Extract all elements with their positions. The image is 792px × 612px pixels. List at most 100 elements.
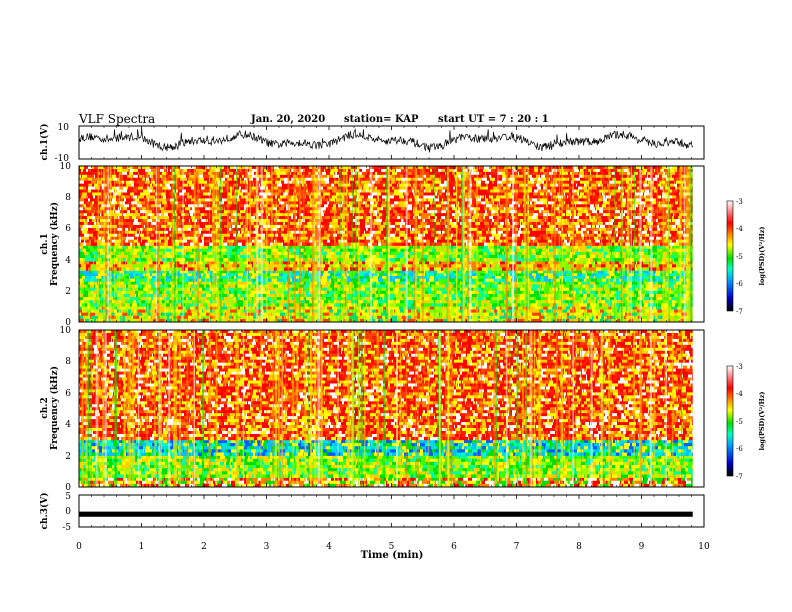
ch1-spectrogram-cell: [149, 285, 151, 288]
ch1-spectrogram-cell: [509, 313, 510, 316]
ch1-spectrogram-cell: [451, 306, 454, 309]
ch1-spectrogram-cell: [328, 261, 330, 264]
ch1-spectrogram-cell: [624, 303, 625, 306]
ch1-spectrogram-cell: [428, 310, 431, 313]
ch1-spectrogram-cell: [484, 246, 488, 249]
ch1-spectrogram-cell: [321, 281, 326, 284]
ch1-spectrogram-cell: [670, 271, 672, 274]
ch1-spectrogram-cell: [201, 276, 205, 279]
ch1-spectrogram-cell: [440, 285, 441, 288]
ch1-spectrogram-cell: [443, 264, 447, 267]
ch1-spectrogram-cell: [144, 249, 146, 252]
ch1-spectrogram-cell: [222, 246, 224, 249]
ch1-spectrogram-cell: [187, 310, 191, 313]
ch1-spectrogram-cell: [540, 249, 542, 252]
ch1-spectrogram-cell: [509, 294, 511, 297]
ch1-spectrogram-cell: [474, 264, 476, 267]
ch1-spectrogram-image: [79, 166, 704, 322]
ch1-spectrogram-cell: [151, 252, 154, 255]
ch1-spectrogram-cell: [483, 276, 487, 279]
ch1-spectrogram-cell: [616, 297, 621, 300]
ch1-spectrogram-cell: [411, 271, 413, 274]
ch1-spectrogram-cell: [126, 271, 129, 274]
ch1-spectrogram-cell: [597, 261, 600, 264]
ch1-spectrogram-cell: [336, 264, 340, 267]
ch1-spectrogram-cell: [204, 255, 208, 258]
ch1-spectrogram-cell: [587, 310, 592, 313]
ch1-spectrogram-cell: [240, 273, 243, 276]
ch1-spectrogram-cell: [544, 291, 549, 294]
ch1-spectrogram-cell: [323, 306, 325, 309]
ch1-spectrogram-cell: [151, 297, 153, 300]
ch1-spectrogram-cell: [602, 313, 607, 316]
ch1-spectrogram-cell: [189, 294, 191, 297]
ch1-spectrogram-cell: [282, 291, 284, 294]
ch1-spectrogram-cell: [403, 285, 406, 288]
ch1-spectrogram-cell: [283, 310, 286, 313]
ch1-spectrogram-cell: [601, 267, 606, 270]
ch1-spectrogram-cell: [411, 279, 413, 282]
ch1-spectrogram-cell: [560, 303, 561, 306]
ch1-spectrogram-cell: [450, 316, 451, 319]
ch1-spectrogram-cell: [180, 294, 182, 297]
ch1-spectrogram-cell: [135, 264, 139, 267]
ch1-spectrogram-cell: [327, 279, 329, 282]
ch1-spectrogram-cell: [91, 267, 96, 270]
ch1-spectrogram-cell: [140, 294, 144, 297]
ch1-spectrogram-cell: [412, 249, 413, 252]
ch1-spectrogram-cell: [306, 249, 311, 252]
ch1-spectrogram-cell: [349, 273, 354, 276]
ch1-spectrogram-cell: [359, 273, 364, 276]
ch1-spectrogram-cell: [367, 246, 368, 249]
ch1-spectrogram-cell: [436, 249, 440, 252]
ch1-spectrogram-cell: [230, 285, 235, 288]
ch1-spectrogram-cell: [177, 288, 180, 291]
ch1-spectrogram-cell: [652, 288, 657, 291]
ch1-spectrogram-cell: [599, 246, 601, 249]
ch1-spectrogram-cell: [93, 246, 97, 249]
ch1-spectrogram-cell: [203, 310, 205, 313]
ch1-spectrogram-cell: [392, 281, 393, 284]
ch1-spectrogram-cell: [378, 267, 381, 270]
ch1-spectrogram-cell: [439, 271, 444, 274]
ch1-spectrogram-cell: [329, 279, 331, 282]
ch1-spectrogram-cell: [576, 267, 581, 270]
ch1-spectrogram-cell: [590, 281, 595, 284]
ch1-spectrogram-cell: [290, 279, 292, 282]
ch1-spectrogram-cell: [438, 276, 439, 279]
ch1-spectrogram-cell: [142, 252, 143, 255]
ch1-spectrogram-cell: [365, 288, 370, 291]
ch1-spectrogram-cell: [83, 297, 88, 300]
ch1-spectrogram-cell: [141, 303, 146, 306]
ch1-spectrogram-cell: [488, 285, 490, 288]
ch1-spectrogram-cell: [133, 267, 135, 270]
ch1-spectrogram-cell: [160, 261, 163, 264]
ch1-spectrogram-cell: [645, 285, 646, 288]
ch1-spectrogram-cell: [596, 276, 601, 279]
ch1-spectrogram-cell: [89, 261, 93, 264]
ch1-spectrogram-cell: [81, 285, 86, 288]
ch1-spectrogram-cell: [167, 261, 169, 264]
ch1-spectrogram-cell: [428, 246, 431, 249]
ch1-spectrogram-cell: [598, 246, 599, 249]
ch1-spectrogram-cell: [241, 281, 243, 284]
ch1-spectrogram-cell: [596, 297, 597, 300]
ch1-spectrogram-cell: [596, 294, 597, 297]
ch1-spectrogram-cell: [581, 288, 582, 291]
ch1-spectrogram-cell: [645, 310, 649, 313]
ch1-spectrogram-cell: [465, 249, 467, 252]
ch1-spectrogram-cell: [444, 288, 446, 291]
ch1-spectrogram-cell: [89, 255, 90, 258]
ch1-spectrogram-cell: [437, 267, 441, 270]
ch1-spectrogram-cell: [199, 313, 201, 316]
ch1-spectrogram-cell: [392, 249, 396, 252]
ch1-spectrogram-cell: [178, 273, 180, 276]
ch1-spectrogram-cell: [381, 267, 383, 270]
ch1-spectrogram-cell: [84, 252, 88, 255]
ch1-spectrogram-cell: [509, 288, 511, 291]
ch1-spectrogram-cell: [494, 316, 498, 319]
ch1-spectrogram-cell: [587, 300, 591, 303]
ch1-spectrogram-cell: [429, 285, 430, 288]
ch1-spectrogram-cell: [480, 310, 481, 313]
ch1-spectrogram-cell: [532, 252, 534, 255]
